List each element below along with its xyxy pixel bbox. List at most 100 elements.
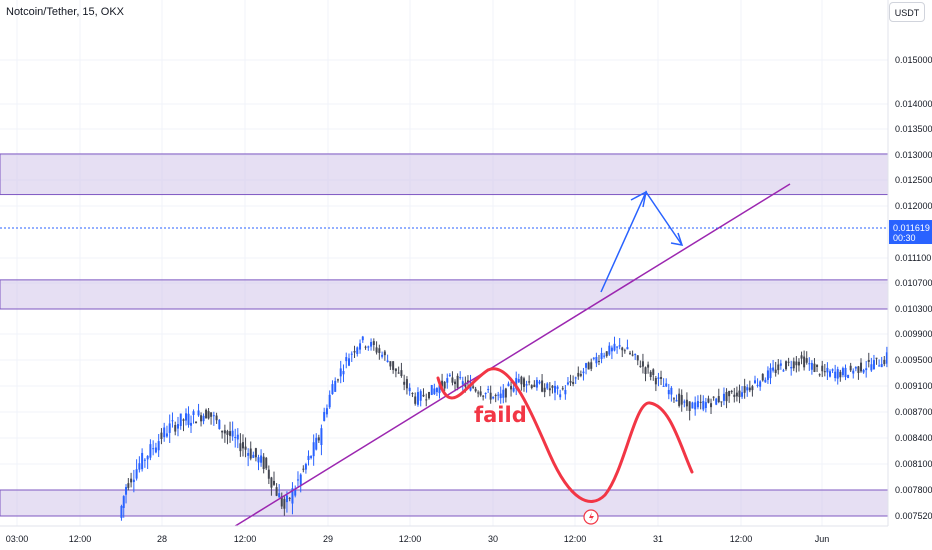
candle-body [623, 350, 626, 352]
candle-body [182, 419, 185, 421]
candle-body [608, 345, 611, 355]
candle-body [397, 372, 400, 374]
candle-body [636, 355, 639, 361]
price-tick-label: 0.009100 [895, 381, 932, 391]
candle-body [223, 430, 226, 434]
price-tick-label: 0.010300 [895, 304, 932, 314]
candle-body [756, 384, 759, 386]
candle-body [543, 387, 546, 393]
candle-body [696, 401, 699, 408]
candle-body [359, 343, 362, 350]
candle-body [722, 393, 725, 401]
candle-body [631, 354, 634, 356]
candle-body [244, 446, 247, 450]
candle-body [451, 377, 454, 383]
candle-body [459, 377, 462, 379]
price-tick-label: 0.008100 [895, 459, 932, 469]
candle-body [212, 415, 215, 417]
candle-body [613, 343, 616, 351]
candle-body [592, 357, 595, 359]
candle-body [231, 430, 234, 437]
candle-body [361, 336, 364, 341]
candle-body [260, 455, 263, 463]
candle-body [122, 496, 125, 508]
candle-body [769, 367, 772, 379]
candle-body [753, 380, 756, 384]
candle-body [867, 359, 870, 362]
candle-body [502, 389, 505, 398]
candle-body [141, 452, 144, 470]
candle-body [294, 488, 297, 496]
candle-body [556, 386, 559, 389]
candle-body [865, 368, 868, 371]
candle-body [370, 341, 373, 347]
candle-body [795, 361, 798, 366]
candle-body [132, 479, 135, 483]
candle-body [634, 354, 637, 356]
candle-body [810, 362, 813, 370]
candle-body [200, 415, 203, 422]
candle-body [883, 359, 886, 365]
candle-body [296, 479, 299, 481]
candle-body [273, 480, 276, 485]
time-tick-label: 12:00 [730, 534, 753, 544]
candle-body [350, 353, 353, 355]
candle-body [766, 370, 769, 380]
candle-body [836, 369, 839, 379]
candle-body [422, 394, 425, 397]
failed-scenario-curve [436, 367, 694, 503]
candle-body [146, 455, 149, 460]
candle-body [312, 442, 315, 457]
candle-body [554, 385, 557, 393]
candle-body [328, 394, 331, 408]
candle-body [507, 383, 510, 387]
candle-body [878, 365, 881, 367]
price-tick-label: 0.008700 [895, 407, 932, 417]
candle-body [733, 394, 736, 397]
candle-body [477, 392, 480, 394]
candle-body [720, 401, 723, 403]
currency-button[interactable]: USDT [889, 2, 925, 22]
candle-body [160, 432, 163, 439]
candle-body [479, 391, 482, 396]
candle-body [411, 393, 414, 395]
candle-body [772, 367, 775, 371]
candle-body [605, 351, 608, 357]
candle-body [657, 377, 660, 379]
price-tick-label: 0.012500 [895, 175, 932, 185]
candle-body [236, 434, 239, 440]
candle-body [834, 371, 837, 379]
candle-body [229, 431, 232, 436]
candle-body [275, 487, 278, 496]
candle-body [699, 401, 702, 403]
candle-body [348, 358, 350, 366]
candle-body [168, 423, 171, 433]
event-marker-icon[interactable] [583, 509, 599, 525]
candle-body [688, 401, 691, 411]
candle-body [685, 399, 688, 407]
candle-body [707, 398, 710, 403]
candle-body [154, 447, 157, 453]
candle-body [356, 347, 359, 354]
candle-body [678, 393, 681, 406]
candle-body [860, 362, 863, 372]
candle-body [885, 352, 888, 364]
candle-body [857, 366, 860, 374]
candle-body [818, 374, 821, 376]
candle-body [665, 383, 668, 387]
projection-arrow-down [670, 232, 684, 246]
candle-body [746, 387, 749, 391]
candle-body [517, 379, 520, 383]
candle-body [190, 422, 193, 426]
zone-2 [0, 489, 889, 517]
candle-body [566, 382, 569, 385]
candle-body [738, 390, 741, 398]
candle-body [472, 386, 475, 388]
candle-body [683, 401, 686, 403]
time-axis: 03:00 12:00 28 12:00 29 12:00 30 12:00 31 12:00 Ju… [0, 525, 932, 550]
candle-body [430, 385, 433, 395]
candle-body [662, 385, 665, 387]
